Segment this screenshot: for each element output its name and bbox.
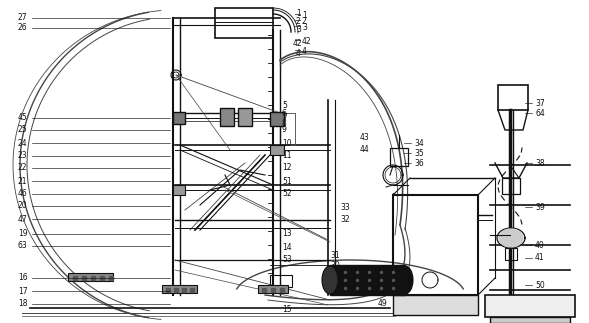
Bar [393,195,478,295]
Bar [68,273,113,281]
Text: 37: 37 [535,99,545,108]
Text: 46: 46 [18,190,28,199]
Text: 17: 17 [18,287,28,296]
Text: 4: 4 [302,47,307,57]
Text: 10: 10 [282,139,292,148]
Text: 29: 29 [330,268,340,277]
Text: 24: 24 [18,139,28,148]
Text: 2: 2 [302,17,307,26]
Text: 63: 63 [18,242,28,251]
Text: 25: 25 [18,126,28,134]
Bar [505,248,517,260]
Bar [330,265,405,295]
Bar [270,112,284,126]
Text: 47: 47 [18,214,28,224]
Text: 42: 42 [293,39,303,48]
Text: 28: 28 [330,276,339,286]
Polygon shape [499,229,523,247]
Text: 51: 51 [282,176,292,185]
Text: 27: 27 [18,14,28,23]
Text: 49: 49 [378,298,388,307]
Bar [390,148,408,166]
Text: 44: 44 [360,145,370,154]
Text: 53: 53 [282,255,292,265]
Text: 14: 14 [282,243,292,252]
Ellipse shape [397,266,413,294]
Text: 35: 35 [414,149,423,158]
Text: 1: 1 [302,12,307,20]
Text: 19: 19 [18,230,28,238]
Text: 40: 40 [535,241,545,249]
Bar [215,8,273,38]
Text: 38: 38 [535,159,545,168]
Text: 33: 33 [340,203,350,212]
Text: 12: 12 [282,163,292,172]
Text: 11: 11 [282,151,292,161]
Text: 13: 13 [282,230,292,238]
Bar [238,108,252,126]
Bar [490,317,570,323]
Bar [173,112,185,124]
Bar [270,145,284,155]
Bar [393,295,478,315]
Text: 45: 45 [18,113,28,122]
Text: 52: 52 [282,190,292,199]
Text: 15: 15 [282,306,292,315]
Text: 21: 21 [18,176,28,185]
Text: 31: 31 [330,251,340,259]
Text: 1: 1 [296,9,301,18]
Text: 18: 18 [18,299,28,308]
Text: 34: 34 [414,139,423,148]
Text: 3: 3 [302,24,307,33]
Bar [502,178,520,194]
Text: 36: 36 [414,159,423,168]
Text: 4: 4 [296,49,301,58]
Text: 39: 39 [535,203,545,212]
Text: 5: 5 [282,100,287,109]
Text: 7: 7 [282,113,287,122]
Text: 22: 22 [18,163,28,172]
Text: 9: 9 [282,126,287,134]
Ellipse shape [322,266,338,294]
Bar [220,108,234,126]
Text: 2: 2 [296,17,301,26]
Bar [173,185,185,195]
Text: 43: 43 [360,133,370,142]
Text: 3: 3 [296,26,301,35]
Bar [485,295,575,317]
Text: 8: 8 [282,120,287,129]
Bar [162,285,197,293]
Text: 30: 30 [330,261,340,269]
Bar [270,275,292,287]
Text: 16: 16 [18,274,28,283]
Bar [498,85,528,110]
Text: 6: 6 [282,109,287,118]
Bar [258,285,288,293]
Text: 32: 32 [340,215,350,224]
Text: 50: 50 [535,280,545,289]
Text: 42: 42 [302,37,312,47]
Text: 26: 26 [18,24,28,33]
Text: 64: 64 [535,109,545,118]
Text: 23: 23 [18,151,28,161]
Text: 20: 20 [18,202,28,211]
Text: 48: 48 [330,285,340,294]
Text: 41: 41 [535,254,545,263]
